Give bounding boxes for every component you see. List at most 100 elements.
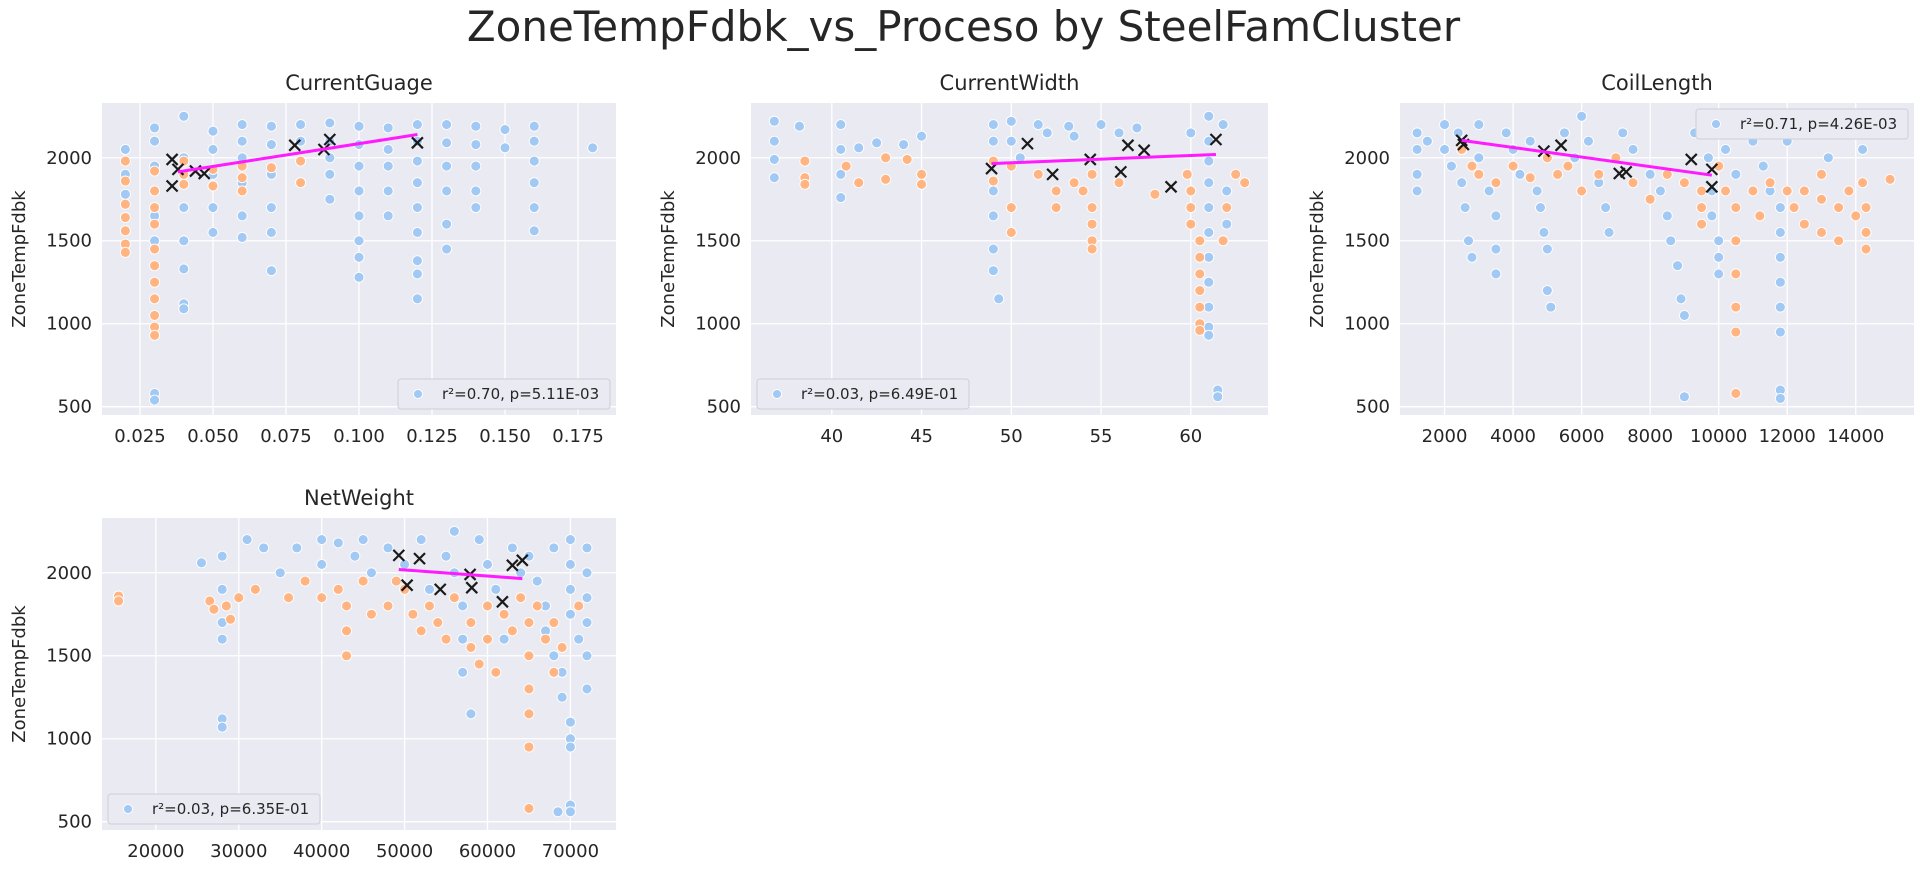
scatter-point xyxy=(324,135,336,147)
regression-line xyxy=(177,133,418,174)
scatter-point xyxy=(898,139,910,150)
centroid-marker xyxy=(165,153,179,166)
scatter-point xyxy=(1702,152,1714,164)
scatter-point xyxy=(523,708,535,720)
centroid-marker xyxy=(1114,165,1128,179)
scatter-point xyxy=(581,650,593,662)
scatter-point xyxy=(241,534,253,546)
scatter-point xyxy=(149,165,161,177)
scatter-point xyxy=(768,135,780,147)
scatter-point xyxy=(1720,144,1731,155)
scatter-point xyxy=(916,178,927,190)
scatter-point xyxy=(1473,119,1485,131)
scatter-point xyxy=(415,625,427,637)
scatter-point xyxy=(1473,152,1485,164)
legend-marker xyxy=(772,389,782,399)
legend: r²=0.03, p=6.49E-01 xyxy=(756,378,970,410)
scatter-point xyxy=(441,243,453,255)
scatter-point xyxy=(357,575,369,587)
scatter-point xyxy=(353,271,365,283)
scatter-point xyxy=(1747,185,1759,197)
scatter-point xyxy=(1774,202,1786,214)
scatter-point xyxy=(1439,119,1450,131)
centroid-marker xyxy=(165,179,179,193)
scatter-point xyxy=(1050,185,1062,197)
scatter-point xyxy=(236,231,248,243)
scatter-point xyxy=(987,210,999,222)
scatter-point xyxy=(1113,177,1125,189)
scatter-point xyxy=(382,600,394,612)
scatter-point xyxy=(1850,210,1862,222)
scatter-point xyxy=(564,741,576,753)
scatter-point xyxy=(1730,202,1742,214)
scatter-point xyxy=(1860,226,1872,238)
scatter-point xyxy=(448,525,460,537)
scatter-point xyxy=(987,185,999,197)
scatter-point xyxy=(1860,243,1872,255)
scatter-point xyxy=(324,152,336,164)
scatter-point xyxy=(1843,185,1855,197)
centroid-marker xyxy=(413,552,426,565)
y-tick-label: 1500 xyxy=(695,231,741,252)
centroid-marker xyxy=(288,139,302,152)
scatter-point xyxy=(448,592,460,604)
scatter-point xyxy=(1068,177,1080,189)
scatter-point xyxy=(564,559,576,570)
scatter-point xyxy=(1466,251,1478,263)
scatter-point xyxy=(987,265,999,277)
scatter-point xyxy=(1678,309,1690,321)
x-tick-label: 45 xyxy=(910,426,933,447)
scatter-point xyxy=(207,125,219,137)
scatter-point xyxy=(411,255,423,267)
scatter-point xyxy=(470,120,482,132)
scatter-point xyxy=(1774,392,1786,404)
scatter-point xyxy=(1005,115,1017,127)
y-tick-label: 500 xyxy=(58,397,92,418)
scatter-point xyxy=(441,160,453,172)
scatter-point xyxy=(1730,235,1742,247)
scatter-point xyxy=(1524,135,1536,147)
scatter-point xyxy=(1181,168,1193,180)
scatter-point xyxy=(523,650,535,662)
scatter-point xyxy=(1531,185,1543,197)
legend-marker xyxy=(123,804,133,814)
scatter-point xyxy=(1730,168,1742,180)
scatter-point xyxy=(1696,185,1707,197)
x-tick-label: 4000 xyxy=(1490,426,1536,447)
scatter-point xyxy=(382,144,394,155)
scatter-point xyxy=(324,168,336,180)
scatter-point xyxy=(564,806,576,818)
x-tick-label: 0.100 xyxy=(333,426,385,447)
scatter-point xyxy=(1774,326,1786,338)
scatter-point xyxy=(1627,144,1639,155)
scatter-point xyxy=(1490,268,1502,280)
scatter-point xyxy=(1490,177,1502,189)
scatter-point xyxy=(207,144,219,155)
centroid-marker xyxy=(1164,180,1178,194)
scatter-point xyxy=(411,268,423,280)
scatter-point xyxy=(207,202,219,214)
scatter-point xyxy=(835,119,847,131)
scatter-point xyxy=(353,210,365,222)
scatter-point xyxy=(531,575,543,587)
scatter-point xyxy=(424,600,435,612)
scatter-point xyxy=(440,633,452,645)
scatter-point xyxy=(353,235,365,247)
scatter-point xyxy=(1798,185,1810,197)
scatter-point xyxy=(432,617,444,629)
scatter-point xyxy=(987,243,999,255)
scatter-point xyxy=(207,226,219,238)
scatter-point xyxy=(880,173,892,185)
subplot-title: CurrentGuage xyxy=(285,71,433,95)
scatter-point xyxy=(528,135,540,147)
scatter-point xyxy=(528,155,540,167)
scatter-point xyxy=(1720,185,1731,197)
scatter-point xyxy=(411,119,423,131)
scatter-point xyxy=(482,633,493,645)
scatter-point xyxy=(523,617,535,629)
scatter-point xyxy=(993,293,1005,305)
scatter-point xyxy=(316,534,328,546)
scatter-point xyxy=(1822,152,1834,164)
scatter-point xyxy=(1576,185,1588,197)
scatter-point xyxy=(498,608,510,620)
